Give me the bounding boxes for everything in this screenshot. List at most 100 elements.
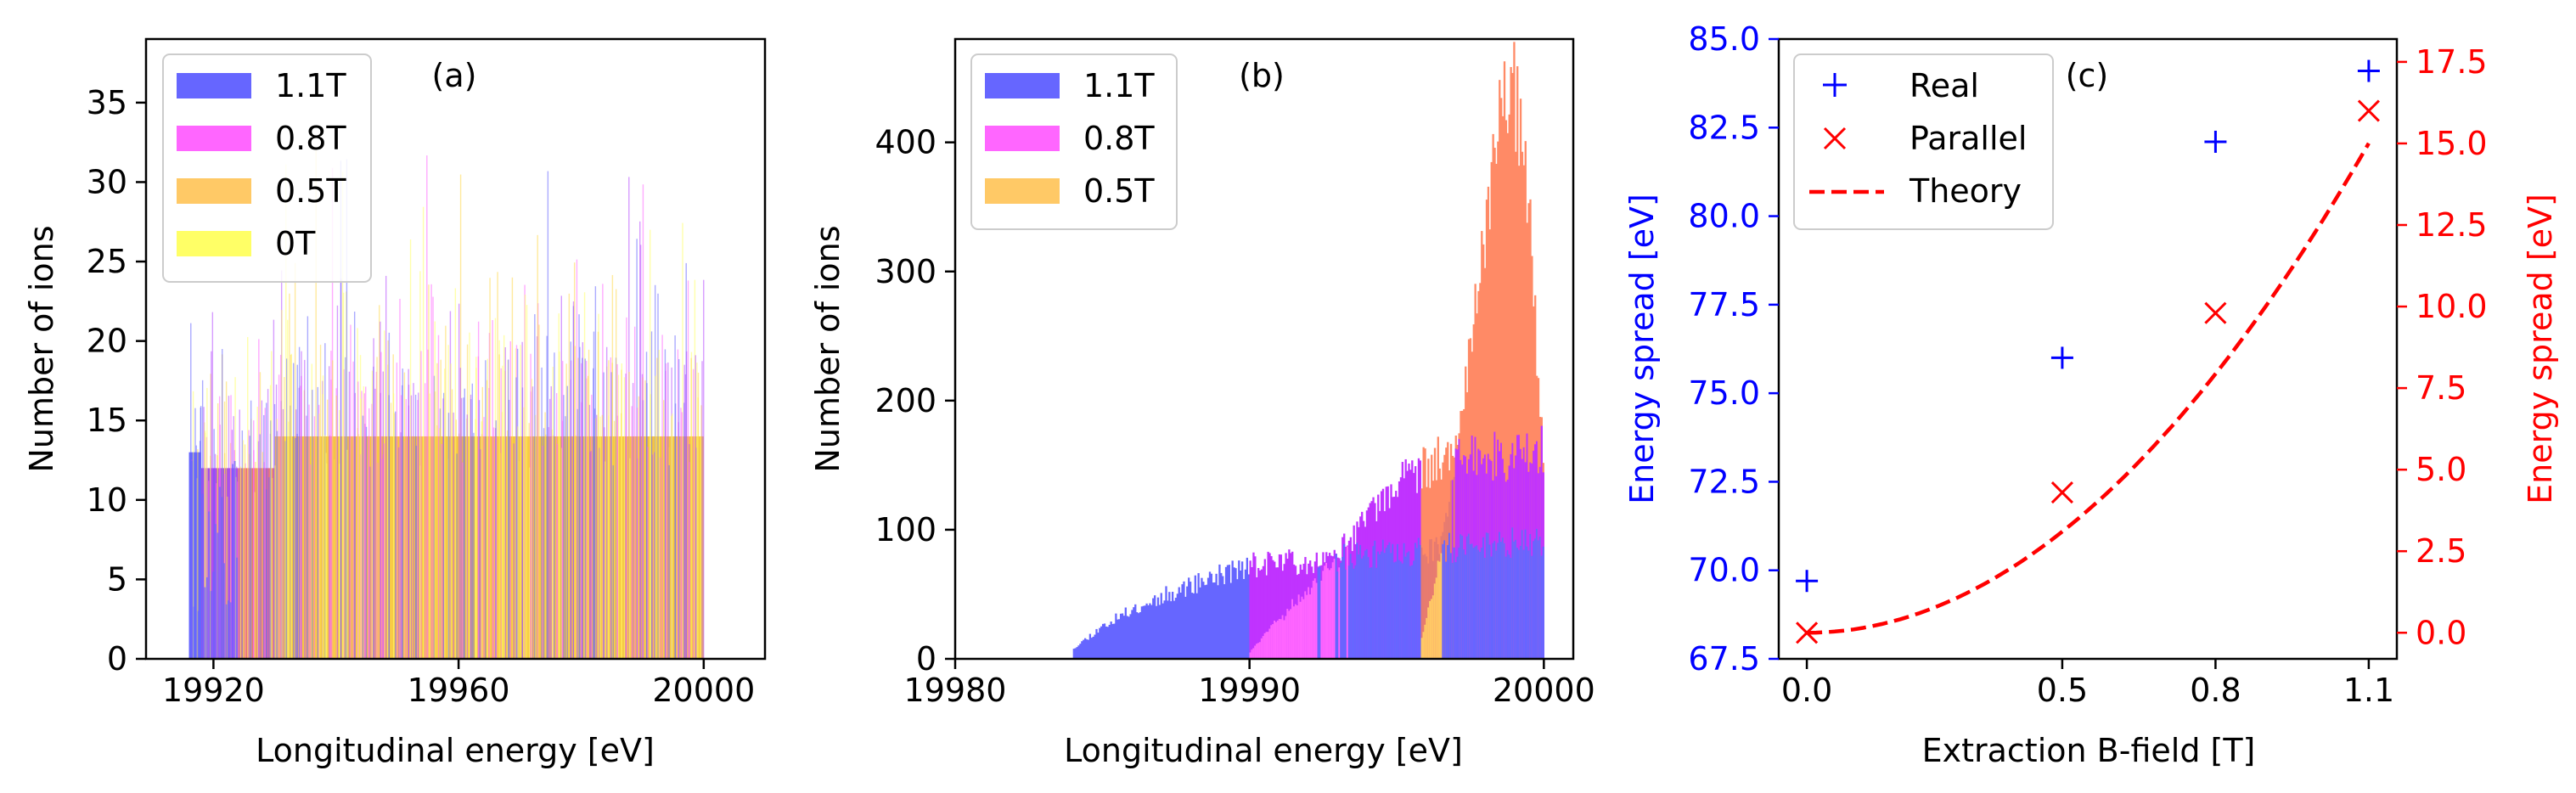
bar-bin bbox=[1275, 567, 1278, 659]
bar-bin bbox=[1286, 558, 1289, 659]
bar-spike bbox=[272, 477, 273, 659]
bar-bin bbox=[1420, 547, 1423, 659]
bar-bin bbox=[1192, 593, 1195, 659]
bar-spike bbox=[239, 466, 242, 659]
bar-spike bbox=[342, 292, 345, 659]
bar-spike bbox=[306, 415, 307, 659]
bar-bin bbox=[1511, 72, 1514, 659]
bar-spike bbox=[629, 458, 631, 659]
bar-bin bbox=[1424, 624, 1426, 659]
bar-bin bbox=[1088, 633, 1092, 659]
bar-bin bbox=[1488, 544, 1491, 659]
bar-spike bbox=[379, 305, 380, 659]
bar-bin bbox=[1115, 613, 1117, 659]
marker-parallel bbox=[1796, 621, 1819, 644]
y-tick-label: 200 bbox=[875, 382, 936, 419]
y-tick-label: 85.0 bbox=[1688, 20, 1760, 58]
bar-spike bbox=[511, 277, 514, 659]
bar-spike bbox=[434, 391, 436, 659]
bar-spike bbox=[339, 464, 340, 659]
bar-bin bbox=[1128, 616, 1130, 659]
bar-bin bbox=[1283, 564, 1285, 659]
bar-spike bbox=[546, 335, 548, 659]
bar-bin bbox=[1540, 555, 1543, 659]
bar-bin bbox=[1351, 563, 1353, 659]
legend-frame bbox=[162, 53, 372, 283]
bar-spike bbox=[414, 394, 417, 659]
bar-bin bbox=[1249, 652, 1251, 659]
bar-spike bbox=[451, 389, 453, 659]
legend-swatch-1-1t bbox=[985, 73, 1060, 98]
bar-bin bbox=[1370, 567, 1373, 659]
bar-spike bbox=[556, 443, 559, 659]
bar-edge bbox=[232, 464, 234, 659]
marker-parallel bbox=[2357, 99, 2380, 122]
legend-marker-parallel bbox=[1823, 127, 1847, 150]
bar-bin bbox=[1409, 565, 1412, 659]
bar-spike bbox=[481, 421, 483, 659]
bar-spike bbox=[350, 324, 352, 659]
bar-bin bbox=[1413, 560, 1415, 659]
bar-bin bbox=[1155, 605, 1158, 659]
bar-spike bbox=[642, 184, 644, 659]
bar-bin bbox=[1077, 645, 1080, 659]
bar-bin bbox=[1508, 114, 1510, 659]
bar-spike bbox=[463, 397, 464, 659]
bar-bin bbox=[1343, 543, 1346, 659]
bar-bin bbox=[1447, 544, 1449, 659]
legend-swatch-0-8t bbox=[177, 126, 251, 151]
bar-spike bbox=[250, 400, 252, 659]
bar-bin bbox=[1251, 650, 1253, 659]
bar-bin bbox=[1488, 229, 1491, 659]
bar-bin bbox=[1426, 556, 1428, 659]
bar-bin bbox=[1408, 551, 1410, 659]
bar-spike bbox=[271, 351, 273, 659]
bar-bin bbox=[1519, 545, 1522, 659]
bar-spike bbox=[313, 416, 316, 659]
bar-spike bbox=[275, 384, 278, 659]
bar-spike bbox=[230, 395, 232, 659]
panel-a-ticks: 19920 19960 20000 0 5 10 15 20 25 30 35 bbox=[87, 84, 756, 709]
bar-bin bbox=[1189, 582, 1192, 659]
panel-c-ylabel-left: Energy spread [eV] bbox=[1623, 194, 1661, 504]
bar-spike bbox=[483, 417, 485, 659]
bar-bin bbox=[1440, 553, 1443, 659]
bar-edge bbox=[201, 493, 204, 659]
bar-spike bbox=[610, 357, 612, 659]
bar-bin bbox=[1319, 566, 1321, 659]
panel-c: 0.0 0.5 0.8 1.1 67.5 70.0 72.5 75.0 77.5 80.0 82.5… bbox=[1623, 20, 2559, 769]
bar-bin bbox=[1493, 148, 1496, 660]
bar-bin bbox=[1184, 596, 1187, 659]
bar-bin bbox=[1463, 549, 1465, 659]
bar-bin bbox=[1374, 540, 1376, 659]
bar-spike bbox=[625, 374, 627, 659]
bar-bin bbox=[1346, 546, 1349, 659]
marker-parallel bbox=[2204, 301, 2227, 324]
bar-bin bbox=[1119, 613, 1122, 659]
bar-bin bbox=[1126, 616, 1128, 659]
bar-bin bbox=[1276, 620, 1280, 659]
bar-spike bbox=[492, 427, 495, 659]
bar-bin bbox=[1433, 583, 1437, 659]
bar-bin bbox=[1427, 458, 1430, 659]
bar-bin bbox=[1137, 613, 1140, 659]
bar-spike bbox=[382, 371, 384, 659]
bar-spike bbox=[242, 440, 245, 659]
bar-spike bbox=[501, 412, 503, 659]
bar-spike bbox=[346, 159, 348, 659]
bar-bin bbox=[1190, 593, 1194, 659]
bar-bin bbox=[1087, 639, 1090, 659]
bar-spike bbox=[420, 351, 422, 659]
bar-spike bbox=[561, 420, 564, 659]
bar-bin bbox=[1454, 448, 1457, 659]
bar-spike bbox=[387, 340, 389, 659]
bar-bin bbox=[1226, 565, 1229, 659]
bar-bin bbox=[1518, 166, 1521, 659]
bar-spike bbox=[515, 377, 517, 659]
bar-bin bbox=[1328, 570, 1331, 659]
bar-bin bbox=[1268, 628, 1271, 659]
bar-spike bbox=[239, 409, 240, 659]
bar-spike bbox=[440, 359, 442, 659]
bar-spike bbox=[267, 389, 269, 659]
bar-spike bbox=[417, 400, 419, 659]
